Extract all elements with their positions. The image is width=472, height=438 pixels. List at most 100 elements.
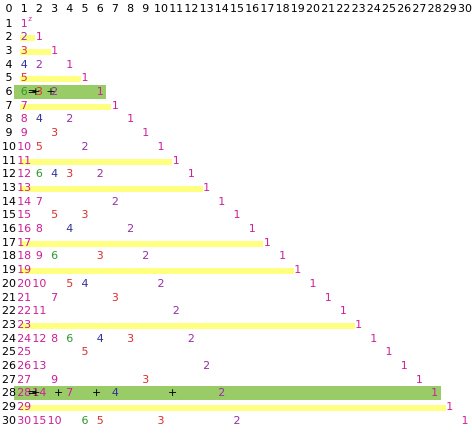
divisor-cell: 1 — [157, 139, 165, 153]
equals-sign: = — [27, 85, 37, 98]
row-label: 23 — [2, 317, 16, 331]
row-label: 2 — [5, 30, 13, 44]
column-header: 1 — [20, 2, 28, 15]
divisor-cell: 1 — [127, 112, 135, 126]
divisor-cell: 9 — [35, 249, 43, 263]
divisor-cell: 28 — [17, 386, 32, 400]
divisor-cell: 3 — [96, 249, 104, 263]
column-header: 0 — [5, 2, 13, 15]
prime-bar — [20, 48, 51, 55]
divisor-cell: 3 — [81, 208, 89, 222]
divisor-cell: 4 — [96, 331, 104, 345]
divisor-cell: 10 — [47, 413, 62, 427]
column-header: 24 — [366, 2, 381, 15]
divisor-cell: 4 — [111, 386, 119, 400]
divisor-cell: 3 — [111, 290, 119, 304]
divisor-cell: 2 — [157, 276, 165, 290]
divisor-cell: 5 — [35, 139, 43, 153]
row-label: 21 — [2, 290, 16, 304]
divisor-cell: 5 — [20, 71, 28, 85]
divisor-cell: 2 — [187, 331, 195, 345]
divisor-cell: 3 — [127, 331, 135, 345]
row-label: 24 — [2, 331, 16, 345]
divisor-cell: 10 — [32, 276, 47, 290]
row-label: 20 — [2, 276, 16, 290]
divisor-cell: 16 — [17, 222, 32, 235]
divisor-cell: 1 — [309, 276, 317, 290]
divisor-cell: 5 — [51, 208, 59, 222]
prime-bar — [20, 240, 264, 247]
row-label: 12 — [2, 167, 16, 181]
divisor-cell: 3 — [66, 167, 74, 181]
divisor-cell: 15 — [17, 208, 32, 222]
divisor-cell: 3 — [142, 372, 150, 386]
divisor-cell: 2 — [172, 304, 180, 318]
divisor-cell: 25 — [17, 345, 32, 359]
column-header: 27 — [412, 2, 427, 15]
column-header: 3 — [51, 2, 59, 15]
plus-sign: + — [91, 386, 102, 400]
divisor-cell: 29 — [17, 400, 32, 414]
column-header: 18 — [275, 2, 290, 15]
divisor-cell: 1 — [324, 290, 332, 304]
row-label: 26 — [2, 359, 16, 372]
column-header: 17 — [260, 2, 275, 15]
divisor-cell: 1 — [355, 317, 363, 331]
divisor-cell: 10 — [17, 139, 32, 153]
row-label: 4 — [5, 57, 13, 71]
divisor-cell: 1 — [370, 331, 378, 345]
divisor-cell: 2 — [96, 167, 104, 181]
row-label: 13 — [2, 180, 16, 194]
divisor-cell: 1 — [187, 167, 195, 181]
divisor-cell: 12 — [17, 167, 32, 181]
divisor-cell: 3 — [51, 126, 59, 140]
row-label: 14 — [2, 194, 16, 208]
divisor-cell: 1 — [279, 249, 287, 263]
column-header: 10 — [154, 2, 168, 15]
divisor-cell: 1 — [263, 235, 271, 249]
divisor-cell: 1 — [248, 222, 256, 235]
divisor-cell: 1 — [431, 386, 439, 400]
column-header: 9 — [142, 2, 150, 15]
row-label: 6 — [5, 85, 13, 98]
divisor-cell: 2 — [81, 139, 89, 153]
superscript-marker: z — [28, 14, 32, 23]
column-header: 30 — [458, 2, 472, 15]
column-header: 23 — [351, 2, 366, 15]
divisor-cell: 4 — [35, 112, 43, 126]
column-header: 25 — [382, 2, 396, 15]
row-label: 5 — [5, 71, 13, 85]
divisor-cell: 2 — [142, 249, 150, 263]
plus-sign: + — [46, 85, 56, 98]
prime-bar — [20, 322, 355, 329]
divisor-cell: 14 — [32, 386, 47, 400]
row-label: 22 — [2, 304, 16, 318]
row-label: 7 — [5, 98, 13, 112]
divisor-cell: 2 — [233, 413, 241, 427]
divisor-cell: 2 — [66, 112, 74, 126]
divisor-cell: 1 — [66, 57, 74, 71]
divisor-cell: 3 — [35, 85, 43, 98]
divisor-cell: 2 — [20, 30, 28, 44]
divisor-cell: 5 — [81, 345, 89, 359]
divisor-cell: 1 — [51, 43, 59, 57]
divisor-cell: 1 — [294, 263, 302, 277]
column-header: 28 — [427, 2, 442, 15]
divisor-cell: 9 — [20, 126, 28, 140]
column-header: 12 — [184, 2, 199, 15]
divisor-cell: 1 — [385, 345, 393, 359]
divisor-cell: 2 — [51, 85, 59, 98]
prime-bar — [20, 158, 173, 165]
divisor-cell: 1 — [461, 413, 469, 427]
divisor-cell: 4 — [20, 57, 28, 71]
divisor-cell: 7 — [35, 194, 43, 208]
column-header: 4 — [66, 2, 74, 15]
row-label: 16 — [2, 222, 16, 235]
divisor-cell: 6 — [20, 85, 28, 98]
column-header: 14 — [214, 2, 229, 15]
divisor-cell: 3 — [20, 43, 28, 57]
column-header: 13 — [199, 2, 214, 15]
row-label: 3 — [5, 43, 13, 57]
divisor-cell: 1 — [35, 30, 43, 44]
